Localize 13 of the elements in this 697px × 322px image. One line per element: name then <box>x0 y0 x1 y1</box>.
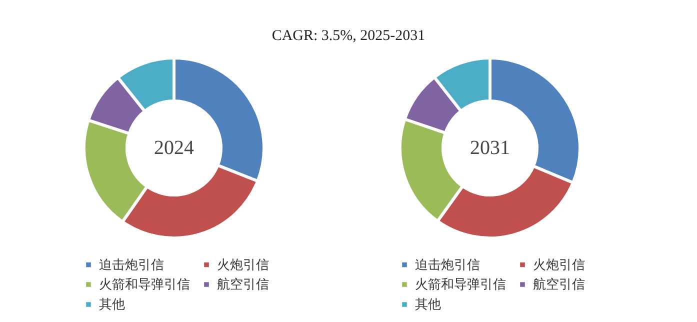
legend-label: 其他 <box>415 298 441 312</box>
legend-label: 航空引信 <box>533 278 585 292</box>
legend-label: 其他 <box>99 298 125 312</box>
legend-label: 火炮引信 <box>533 258 585 273</box>
legend-label: 航空引信 <box>217 278 269 292</box>
text: CAGR: 3.5%, 2025-2031 <box>270 28 426 45</box>
legend-label: 火箭和导弹引信 <box>99 278 190 292</box>
text: 2031 <box>470 137 510 159</box>
legend-label: 迫击炮引信 <box>99 258 164 273</box>
legend-label: 迫击炮引信 <box>415 258 480 273</box>
legend-label: 火炮引信 <box>217 258 269 273</box>
text: 2024 <box>154 137 194 159</box>
legend-label: 火箭和导弹引信 <box>415 278 506 292</box>
